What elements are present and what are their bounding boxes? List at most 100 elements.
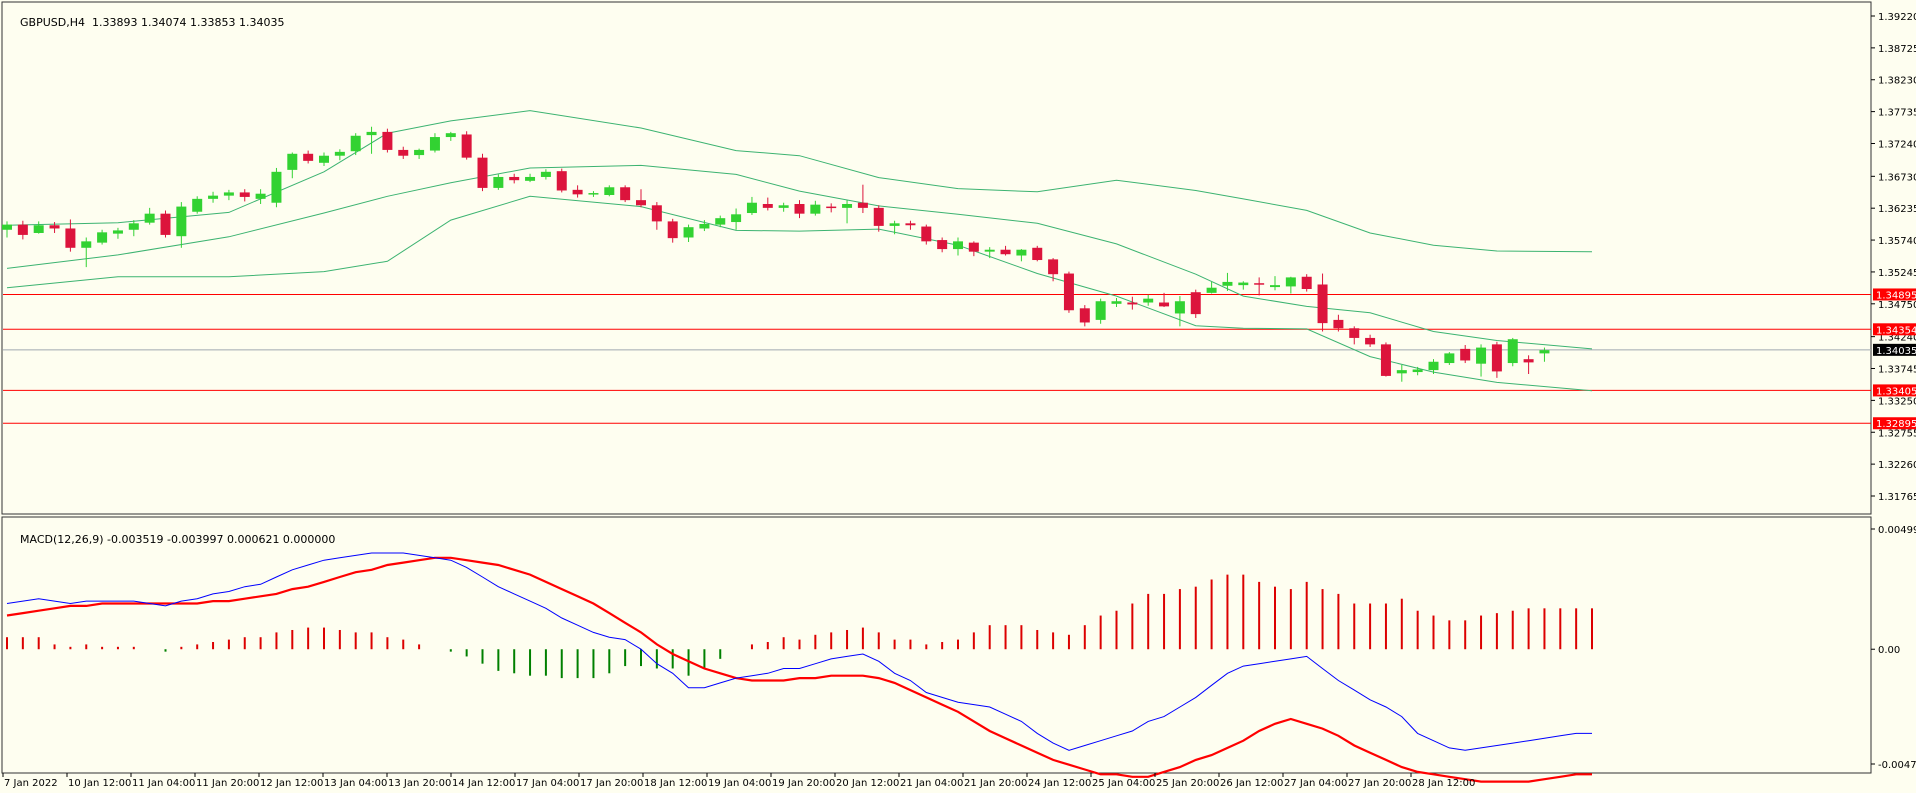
- time-tick-label: 25 Jan 04:00: [1092, 778, 1155, 789]
- bear-candle: [65, 228, 76, 248]
- macd-chart-frame: [1, 516, 1872, 774]
- bull-candle: [208, 195, 219, 199]
- bull-candle: [1174, 301, 1185, 314]
- bear-candle: [461, 134, 472, 158]
- bull-candle: [176, 206, 187, 237]
- current-price-tag-label: 1.34035: [1876, 346, 1916, 357]
- bear-candle: [857, 202, 868, 208]
- time-tick-label: 27 Jan 04:00: [1284, 778, 1347, 789]
- bull-candle: [255, 193, 266, 199]
- price-tick-label: 1.32755: [1878, 428, 1916, 439]
- bull-candle: [842, 204, 853, 208]
- price-tick-label: 1.33250: [1878, 396, 1916, 407]
- bull-candle: [319, 155, 329, 163]
- level-price-tag: [1873, 288, 1916, 301]
- bear-candle: [636, 200, 646, 206]
- price-tick-label: 1.33745: [1878, 365, 1916, 376]
- price-tick-label: 1.38230: [1878, 76, 1916, 87]
- bull-candle: [223, 192, 234, 196]
- bear-candle: [1048, 259, 1059, 275]
- bear-candle: [1079, 308, 1090, 323]
- bull-candle: [429, 137, 440, 151]
- macd-tick-label: 0.004997: [1878, 525, 1916, 536]
- bull-candle: [1444, 353, 1455, 364]
- bull-candle: [271, 171, 282, 203]
- level-price-tag-label: 1.34895: [1876, 290, 1916, 301]
- time-tick-label: 7 Jan 2022: [4, 778, 58, 789]
- bear-candle: [1254, 283, 1265, 285]
- bull-candle: [540, 171, 551, 177]
- bull-candle: [97, 232, 108, 243]
- macd-line: [6, 552, 1592, 751]
- time-tick-label: 11 Jan 20:00: [196, 778, 259, 789]
- bear-candle: [1491, 344, 1502, 372]
- bull-candle: [33, 225, 44, 233]
- time-tick-label: 10 Jan 12:00: [68, 778, 131, 789]
- time-tick-label: 19 Jan 20:00: [772, 778, 835, 789]
- macd-name: MACD(12,26,9): [20, 533, 104, 546]
- price-tick-label: 1.36235: [1878, 204, 1916, 215]
- bull-candle: [1206, 287, 1217, 293]
- bull-candle: [525, 176, 536, 181]
- price-tick-label: 1.35740: [1878, 236, 1916, 247]
- time-tick-label: 27 Jan 20:00: [1348, 778, 1411, 789]
- level-price-tag-label: 1.32895: [1876, 419, 1916, 430]
- bull-candle: [889, 223, 900, 226]
- bear-candle: [667, 221, 678, 239]
- bull-candle: [810, 204, 821, 214]
- bollinger-lower-line: [6, 195, 1593, 392]
- bear-candle: [1127, 302, 1138, 305]
- bull-candle: [1285, 277, 1296, 287]
- macd-values: -0.003519 -0.003997 0.000621 0.000000: [107, 533, 336, 546]
- bear-candle: [49, 225, 60, 229]
- bull-candle: [746, 202, 757, 214]
- bear-candle: [1159, 302, 1170, 307]
- open-price: 1.33893: [91, 16, 138, 29]
- bollinger-bands: [6, 110, 1593, 392]
- bear-candle: [651, 205, 662, 222]
- bull-candle: [1428, 361, 1439, 371]
- bull-candle: [144, 213, 155, 223]
- bollinger-upper-line: [6, 110, 1593, 253]
- main-chart-frame: [1, 1, 1872, 515]
- bull-candle: [1095, 301, 1106, 320]
- bull-candle: [414, 149, 425, 156]
- bear-candle: [873, 207, 884, 226]
- bull-candle: [1476, 347, 1487, 364]
- time-tick-label: 13 Jan 20:00: [388, 778, 451, 789]
- candlesticks: [2, 126, 1550, 382]
- price-tick-label: 1.37240: [1878, 139, 1916, 150]
- level-price-tag-label: 1.34354: [1876, 325, 1916, 336]
- bear-candle: [937, 240, 948, 250]
- macd-header: MACD(12,26,9) -0.003519 -0.003997 0.0006…: [6, 520, 335, 559]
- price-tick-label: 1.35245: [1878, 268, 1916, 279]
- bull-candle: [699, 223, 710, 229]
- level-price-tag: [1873, 384, 1916, 397]
- bull-candle: [683, 227, 694, 238]
- time-tick-label: 24 Jan 12:00: [1028, 778, 1091, 789]
- bull-candle: [128, 223, 139, 230]
- close-price: 1.34035: [238, 16, 285, 29]
- bear-candle: [1380, 344, 1391, 376]
- price-tick-label: 1.34750: [1878, 300, 1916, 311]
- bull-candle: [493, 176, 504, 188]
- current-price-tag: [1873, 343, 1916, 356]
- time-tick-label: 25 Jan 20:00: [1156, 778, 1219, 789]
- bull-candle: [1111, 301, 1122, 304]
- time-tick-label: 14 Jan 12:00: [452, 778, 515, 789]
- level-price-tag: [1873, 323, 1916, 336]
- price-tick-label: 1.37735: [1878, 108, 1916, 119]
- bear-candle: [921, 226, 932, 242]
- bull-candle: [1270, 285, 1280, 288]
- bull-candle: [350, 135, 361, 152]
- bear-candle: [398, 149, 409, 156]
- symbol-header: GBPUSD,H4 1.33893 1.34074 1.33853 1.3403…: [6, 3, 284, 42]
- bull-candle: [1143, 298, 1154, 303]
- bear-candle: [303, 153, 314, 161]
- bull-candle: [81, 241, 92, 248]
- time-tick-label: 26 Jan 12:00: [1220, 778, 1283, 789]
- bull-candle: [1507, 339, 1518, 364]
- bear-candle: [826, 206, 837, 209]
- time-axis: 7 Jan 2022 10 Jan 12:00 11 Jan 04:00 11 Jan…: [2, 773, 1475, 789]
